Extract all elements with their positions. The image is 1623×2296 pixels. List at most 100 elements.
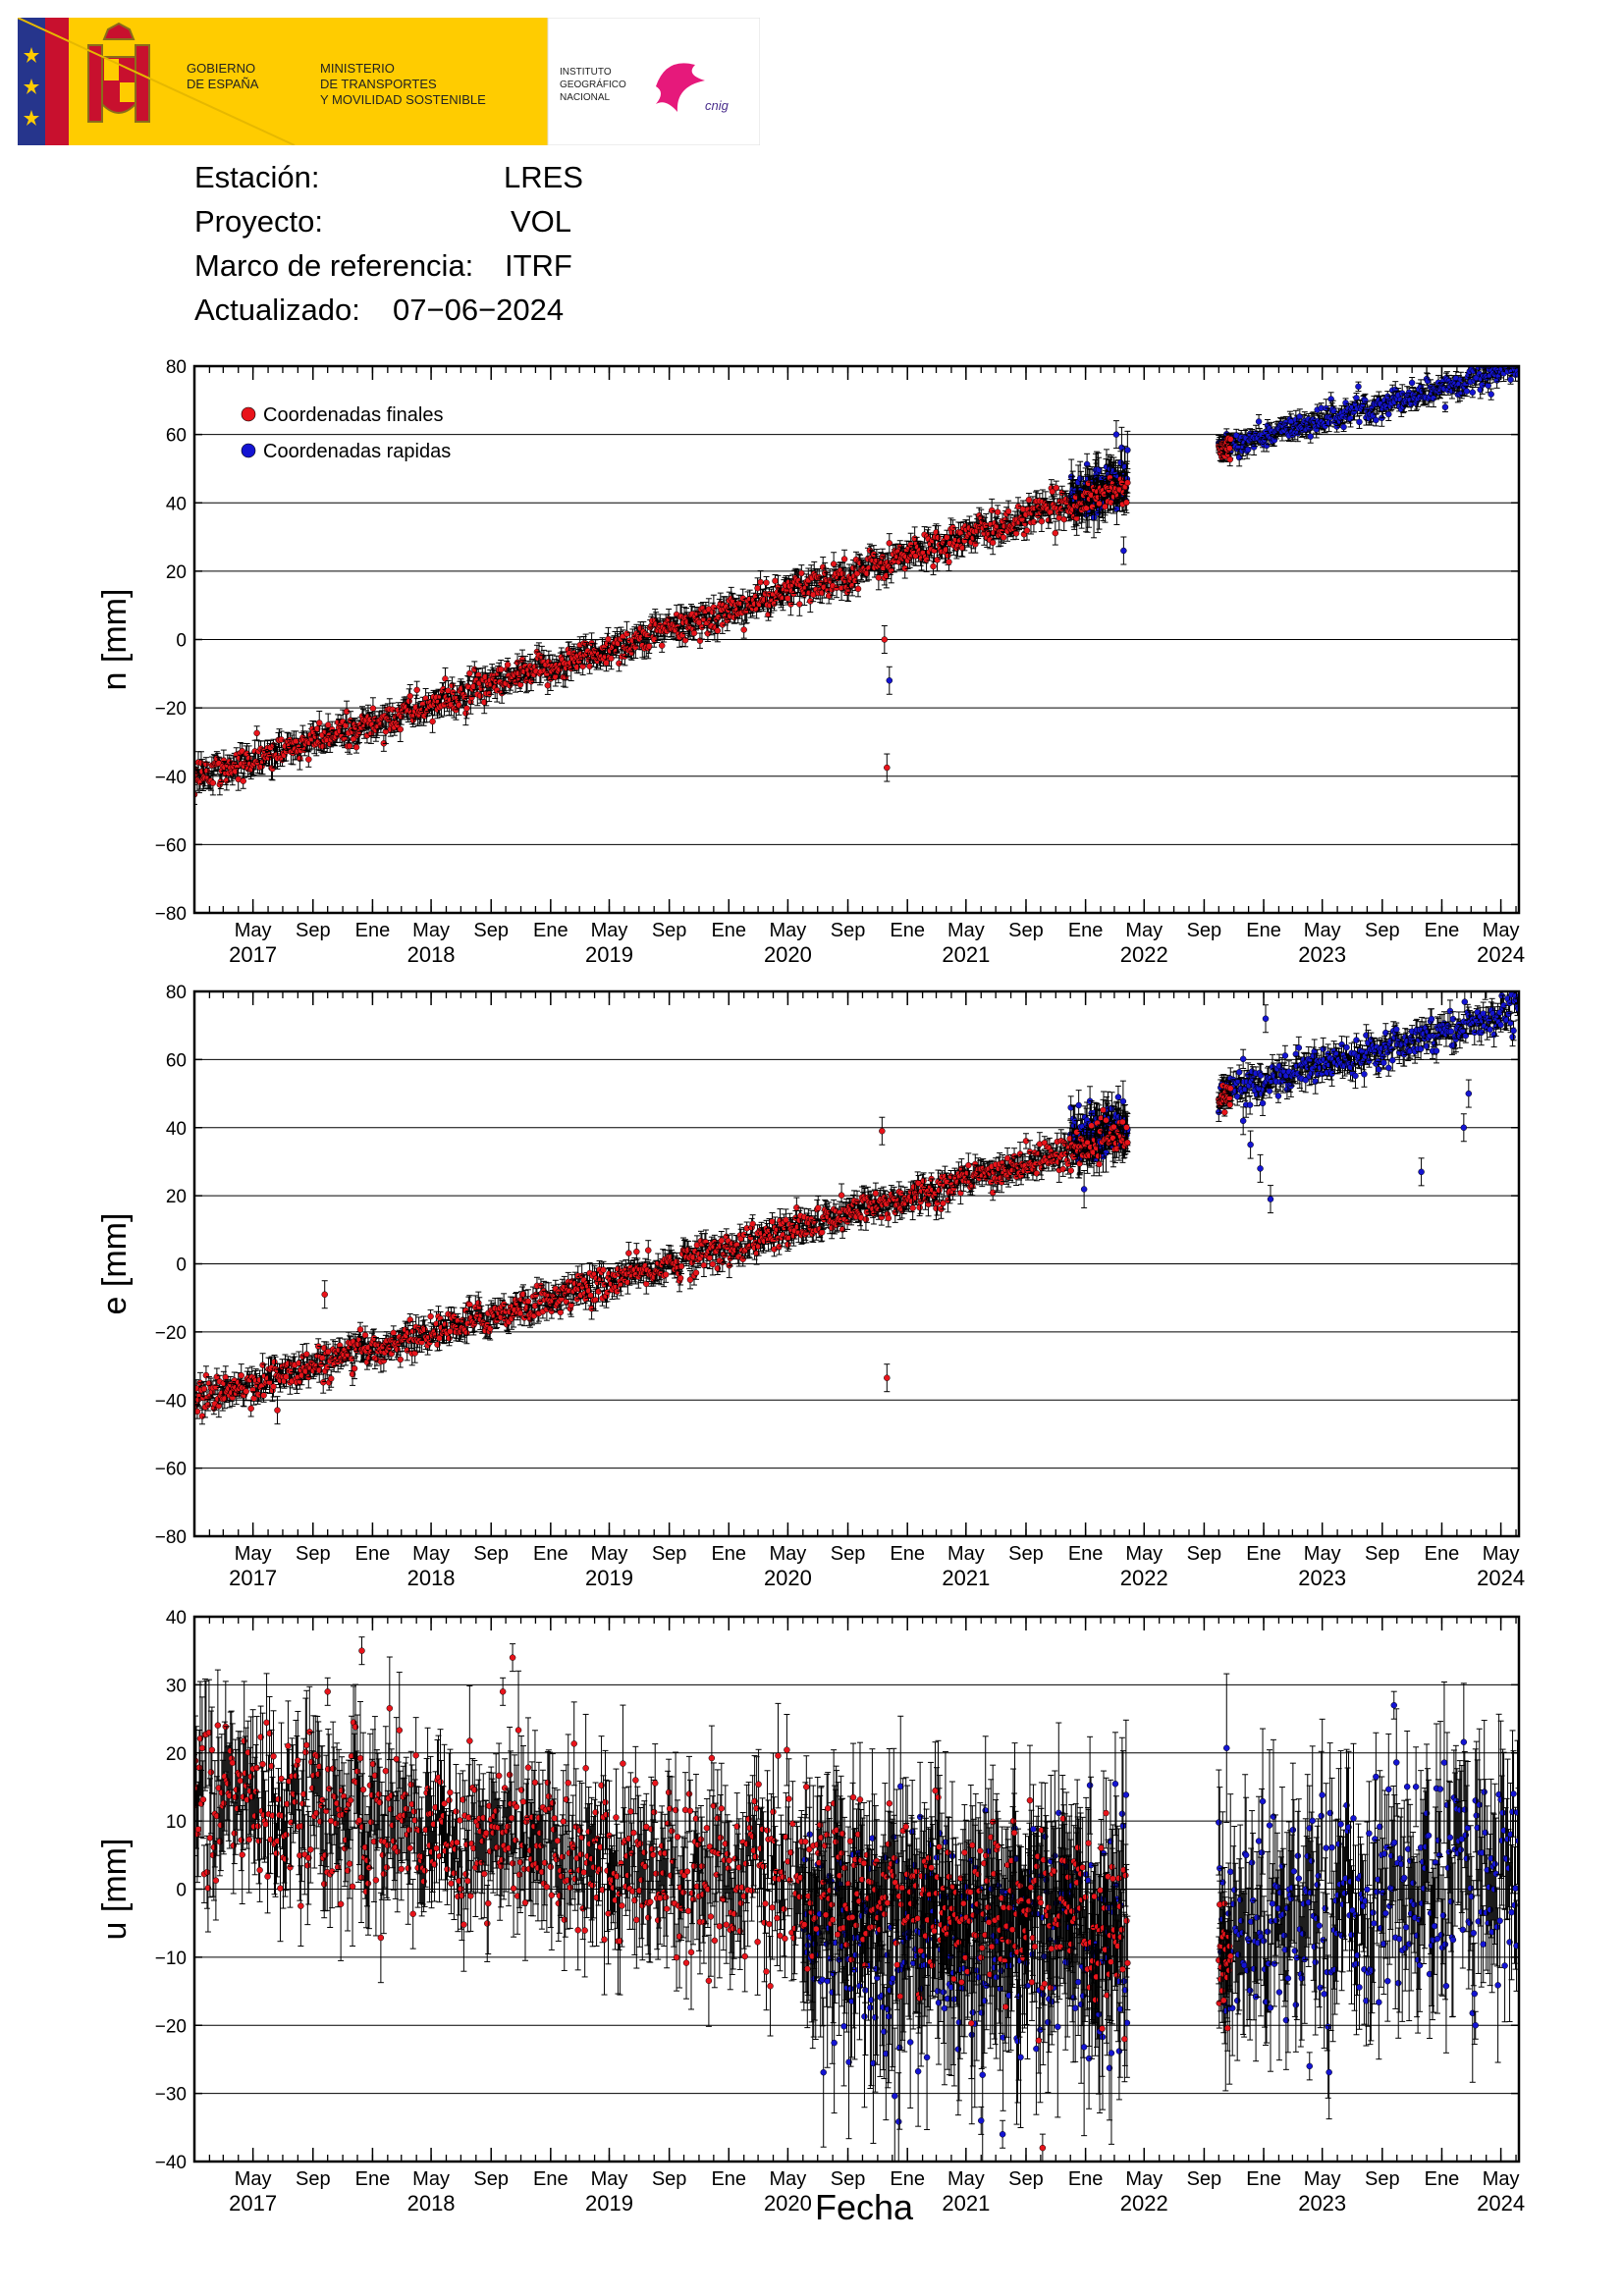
data-point (1239, 1048, 1247, 1069)
data-point (881, 625, 889, 654)
data-point (1366, 1053, 1373, 1068)
data-point (685, 1755, 693, 1833)
data-point (1247, 1130, 1254, 1159)
y-tick-label: −60 (155, 1460, 187, 1480)
data-point (1461, 991, 1469, 1013)
data-points (194, 347, 1519, 805)
info-label: Actualizado: (194, 288, 360, 332)
x-month-label: May (235, 2168, 272, 2190)
x-month-label: May (412, 1543, 450, 1565)
data-point (321, 1280, 328, 1309)
x-month-label: Ene (533, 2168, 568, 2190)
data-point (274, 1396, 281, 1425)
x-month-label: May (1483, 2168, 1520, 2190)
gobierno-line-1: GOBIERNO (187, 61, 255, 76)
x-year-label: 2019 (585, 1566, 633, 1590)
data-points (194, 1636, 1519, 2162)
data-point (775, 1702, 782, 1809)
legend-entry: Coordenadas rapidas (241, 441, 451, 462)
data-point (894, 2072, 902, 2162)
data-point (1488, 388, 1494, 400)
data-point (1255, 414, 1263, 429)
data-point (884, 753, 891, 782)
x-year-label: 2019 (585, 2191, 633, 2216)
y-tick-label: 40 (166, 494, 187, 514)
x-month-label: May (235, 1543, 272, 1565)
x-month-label: Ene (1068, 2168, 1104, 2190)
data-point (916, 1761, 924, 1873)
plot-frame (192, 364, 1521, 915)
data-point (1226, 453, 1233, 467)
x-month-label: Sep (296, 1543, 331, 1565)
x-month-label: Ene (711, 920, 746, 941)
y-tick-label: 60 (166, 1050, 187, 1071)
data-point (377, 1892, 385, 1984)
data-point (1340, 421, 1347, 433)
data-point (382, 719, 390, 745)
data-point (303, 1689, 310, 1800)
data-point (466, 1684, 473, 1797)
data-point (278, 730, 285, 749)
x-month-label: Sep (652, 1543, 687, 1565)
x-month-label: Sep (1365, 2168, 1400, 2190)
x-month-label: Ene (533, 1543, 568, 1565)
data-point (349, 1826, 356, 1947)
y-tick-label: 80 (166, 357, 187, 378)
x-month-label: Sep (1008, 2168, 1044, 2190)
data-point (1325, 1954, 1331, 2099)
info-label: Proyecto: (194, 199, 323, 243)
data-point (1321, 1939, 1327, 2050)
x-month-label: Sep (473, 1543, 509, 1565)
data-point (1389, 1048, 1396, 1072)
data-point (247, 1400, 254, 1417)
data-point (1353, 1033, 1360, 1048)
data-point (315, 710, 323, 735)
data-point (1343, 1036, 1350, 1059)
x-month-label: May (1304, 920, 1341, 941)
ign-panel (547, 18, 760, 145)
x-month-label: Ene (1246, 1543, 1281, 1565)
x-year-label: 2024 (1477, 942, 1525, 967)
info-value: VOL (511, 199, 571, 243)
info-row-estacion: Estación: LRES (194, 155, 685, 199)
data-point (1511, 347, 1517, 365)
y-tick-label: −80 (155, 904, 187, 925)
data-point (1281, 1044, 1289, 1067)
x-month-label: Ene (1246, 2168, 1281, 2190)
data-point (1053, 480, 1060, 496)
data-point (592, 639, 599, 665)
x-month-label: May (235, 920, 272, 941)
y-tick-label: −60 (155, 835, 187, 856)
y-tick-label: −30 (155, 2085, 187, 2106)
info-row-proyecto: Proyecto: VOL (194, 199, 685, 243)
x-year-label: 2020 (764, 1566, 812, 1590)
ministerio-line-2: DE TRANSPORTES (320, 77, 437, 91)
y-tick-label: 0 (176, 1881, 187, 1901)
data-point (1342, 398, 1349, 408)
data-point (1373, 1732, 1380, 1822)
data-point (1356, 414, 1363, 429)
y-tick-label: 40 (166, 1608, 187, 1629)
x-month-label: Ene (890, 1543, 925, 1565)
data-point (1482, 991, 1488, 1000)
data-point (298, 1865, 304, 1947)
x-month-label: Sep (1365, 920, 1400, 941)
data-point (1469, 387, 1477, 399)
eu-stars-icon (24, 47, 39, 126)
x-month-label: May (1125, 2168, 1163, 2190)
chart-panel-0: −80 −60 −40 −20 0 20 40 60 80 May Sep Ene May Sep Ene M… (96, 347, 1525, 967)
x-year-label: 2018 (407, 942, 456, 967)
x-year-label: 2018 (407, 2191, 456, 2216)
data-point (466, 666, 473, 681)
data-point (586, 658, 593, 674)
data-point (413, 680, 420, 700)
data-point (214, 1669, 222, 1782)
data-point (1465, 1079, 1473, 1108)
data-point (645, 1240, 652, 1261)
x-year-label: 2023 (1298, 1566, 1346, 1590)
data-point (1124, 471, 1131, 494)
x-month-label: Ene (711, 1543, 746, 1565)
data-point (1000, 531, 1007, 544)
data-point (1221, 1107, 1228, 1117)
y-tick-label: 60 (166, 426, 187, 447)
